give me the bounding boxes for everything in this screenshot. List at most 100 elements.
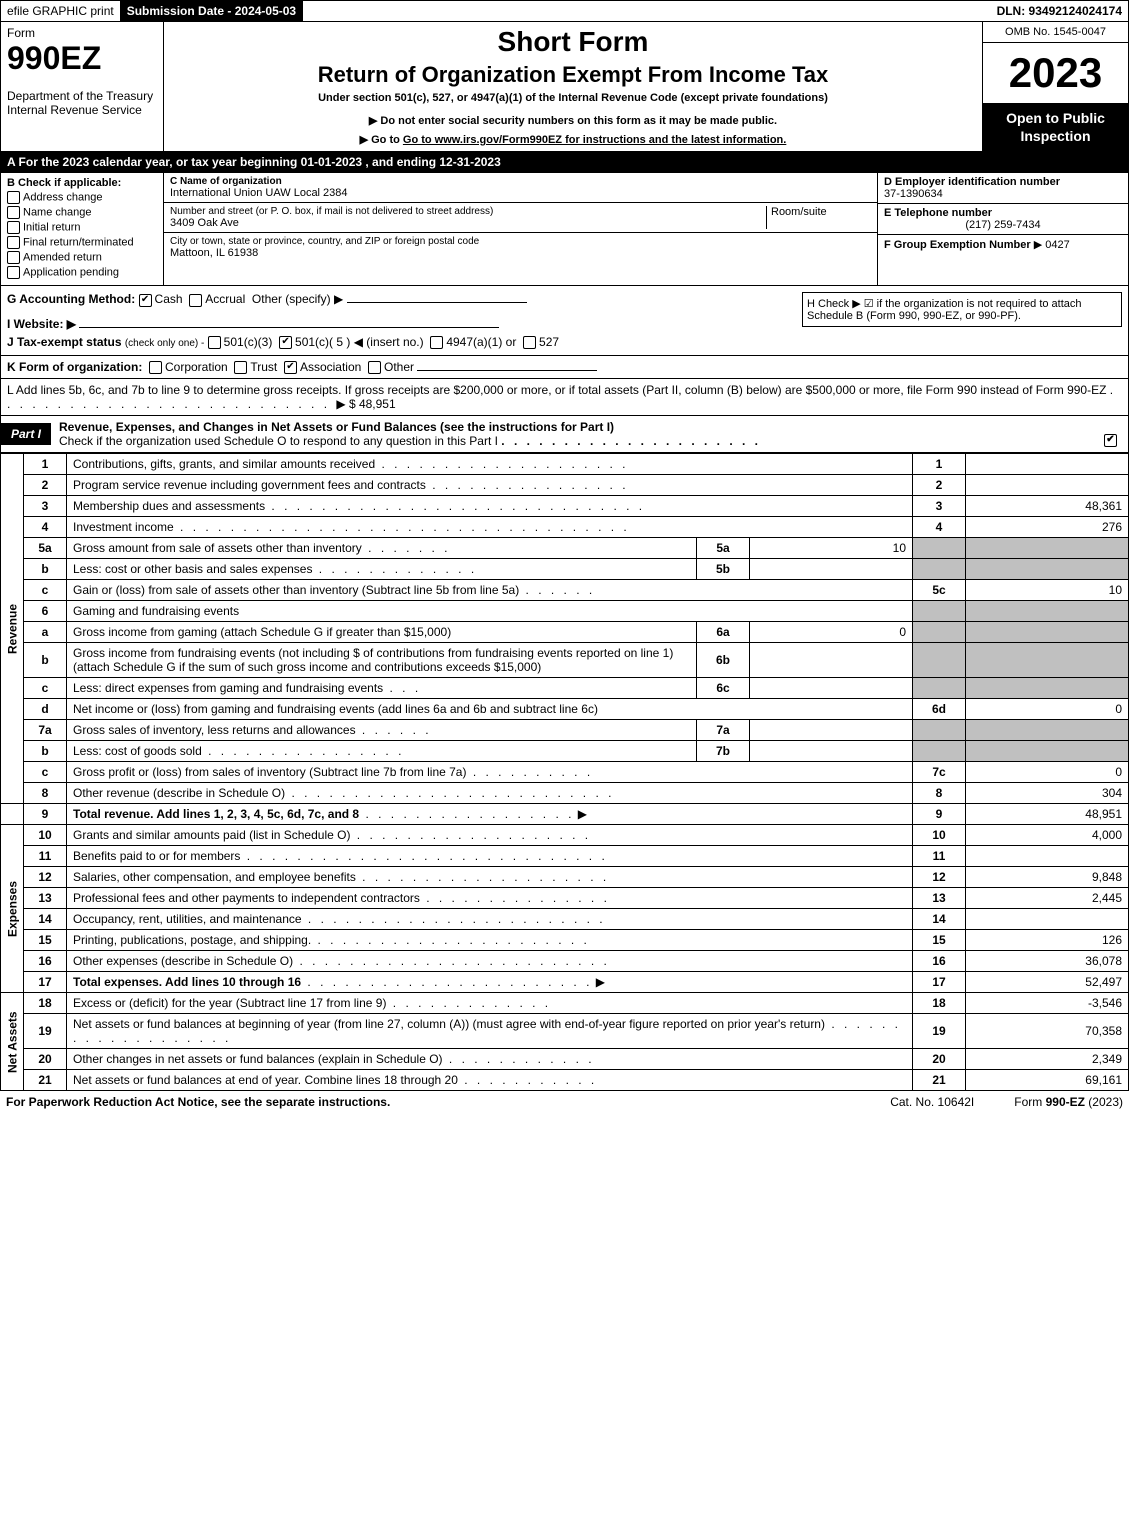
checkbox-icon[interactable] <box>208 336 221 349</box>
submission-date: Submission Date - 2024-05-03 <box>121 1 303 21</box>
gray-cell <box>966 559 1129 580</box>
j-4947: 4947(a)(1) or <box>446 335 516 349</box>
table-row: 11 Benefits paid to or for members . . .… <box>1 846 1129 867</box>
part1-title: Revenue, Expenses, and Changes in Net As… <box>51 416 1128 452</box>
checkbox-icon[interactable] <box>523 336 536 349</box>
line-num: 11 <box>24 846 67 867</box>
line-num: 14 <box>24 909 67 930</box>
k-other-input[interactable] <box>417 370 597 371</box>
amount-box-num: 11 <box>913 846 966 867</box>
inner-box-num: 5a <box>697 538 750 559</box>
j-501c3: 501(c)(3) <box>224 335 273 349</box>
footer-cat-no: Cat. No. 10642I <box>890 1095 974 1109</box>
amount-box-num: 7c <box>913 762 966 783</box>
table-row: a Gross income from gaming (attach Sched… <box>1 622 1129 643</box>
city-label: City or town, state or province, country… <box>170 236 871 247</box>
header-left: Form 990EZ Department of the Treasury In… <box>1 22 164 151</box>
table-row: 20 Other changes in net assets or fund b… <box>1 1049 1129 1070</box>
amount-box-num: 8 <box>913 783 966 804</box>
gray-cell <box>913 678 966 699</box>
i-label: I Website: ▶ <box>7 317 76 331</box>
checkbox-icon <box>7 206 20 219</box>
checkbox-icon <box>7 251 20 264</box>
line-desc: Other changes in net assets or fund bala… <box>67 1049 913 1070</box>
gray-cell <box>913 559 966 580</box>
gray-cell <box>913 601 966 622</box>
check-address-change[interactable]: Address change <box>7 191 157 204</box>
amount-box-num: 12 <box>913 867 966 888</box>
part1-table: Revenue 1 Contributions, gifts, grants, … <box>0 453 1129 1091</box>
irs-link[interactable]: Go to www.irs.gov/Form990EZ for instruct… <box>403 134 786 146</box>
checkbox-icon[interactable] <box>139 294 152 307</box>
warning-goto: Go to Go to www.irs.gov/Form990EZ for in… <box>170 133 976 146</box>
table-row: 19 Net assets or fund balances at beginn… <box>1 1014 1129 1049</box>
line-desc: Gain or (loss) from sale of assets other… <box>67 580 913 601</box>
amount-value: 48,951 <box>966 804 1129 825</box>
amount-box-num: 4 <box>913 517 966 538</box>
footer: For Paperwork Reduction Act Notice, see … <box>0 1091 1129 1113</box>
gray-cell <box>966 643 1129 678</box>
gray-cell <box>966 720 1129 741</box>
amount-box-num: 13 <box>913 888 966 909</box>
table-row: 13 Professional fees and other payments … <box>1 888 1129 909</box>
amount-box-num: 20 <box>913 1049 966 1070</box>
e-label: E Telephone number <box>884 207 1122 219</box>
k-label: K Form of organization: <box>7 360 142 374</box>
table-row: 2 Program service revenue including gove… <box>1 475 1129 496</box>
subtitle: Under section 501(c), 527, or 4947(a)(1)… <box>170 92 976 104</box>
checkbox-icon[interactable] <box>189 294 202 307</box>
amount-box-num: 10 <box>913 825 966 846</box>
table-row: Revenue 1 Contributions, gifts, grants, … <box>1 454 1129 475</box>
line-num: 3 <box>24 496 67 517</box>
j-527: 527 <box>539 335 559 349</box>
footer-left: For Paperwork Reduction Act Notice, see … <box>6 1095 850 1109</box>
footer-form-ref: Form 990-EZ (2023) <box>1014 1095 1123 1109</box>
line-desc: Professional fees and other payments to … <box>67 888 913 909</box>
c-name-row: C Name of organization International Uni… <box>164 173 877 203</box>
gray-cell <box>966 538 1129 559</box>
irs-label: Internal Revenue Service <box>7 103 157 117</box>
line-num: 15 <box>24 930 67 951</box>
check-final-return[interactable]: Final return/terminated <box>7 236 157 249</box>
table-row: 15 Printing, publications, postage, and … <box>1 930 1129 951</box>
check-amended-return[interactable]: Amended return <box>7 251 157 264</box>
k-corp: Corporation <box>165 360 228 374</box>
checkbox-icon[interactable] <box>368 361 381 374</box>
expenses-label: Expenses <box>1 825 24 993</box>
amount-value: 2,445 <box>966 888 1129 909</box>
line-desc: Excess or (deficit) for the year (Subtra… <box>67 993 913 1014</box>
g-other-input[interactable] <box>347 302 527 303</box>
line-num: b <box>24 559 67 580</box>
table-row: 3 Membership dues and assessments . . . … <box>1 496 1129 517</box>
phone-value: (217) 259-7434 <box>884 219 1122 231</box>
gray-cell <box>966 741 1129 762</box>
line-desc: Total expenses. Add lines 10 through 16 … <box>67 972 913 993</box>
row-a-tax-year: A For the 2023 calendar year, or tax yea… <box>0 152 1129 173</box>
line-num: 6 <box>24 601 67 622</box>
checkbox-icon <box>7 236 20 249</box>
part1-label: Part I <box>1 423 51 445</box>
check-initial-return[interactable]: Initial return <box>7 221 157 234</box>
table-row: 7a Gross sales of inventory, less return… <box>1 720 1129 741</box>
table-row: b Gross income from fundraising events (… <box>1 643 1129 678</box>
amount-box-num: 19 <box>913 1014 966 1049</box>
line-num: 1 <box>24 454 67 475</box>
line-desc: Gross amount from sale of assets other t… <box>67 538 697 559</box>
amount-box-num: 6d <box>913 699 966 720</box>
checkbox-icon[interactable] <box>1104 434 1117 447</box>
checkbox-icon[interactable] <box>430 336 443 349</box>
form-label: Form <box>7 26 157 40</box>
checkbox-icon[interactable] <box>234 361 247 374</box>
checkbox-icon[interactable] <box>284 361 297 374</box>
inner-amount <box>750 559 913 580</box>
line-desc: Contributions, gifts, grants, and simila… <box>67 454 913 475</box>
website-input[interactable] <box>79 327 499 328</box>
check-application-pending[interactable]: Application pending <box>7 266 157 279</box>
header-center: Short Form Return of Organization Exempt… <box>164 22 982 151</box>
line-desc: Net assets or fund balances at beginning… <box>67 1014 913 1049</box>
table-row: c Less: direct expenses from gaming and … <box>1 678 1129 699</box>
check-name-change[interactable]: Name change <box>7 206 157 219</box>
checkbox-icon[interactable] <box>279 336 292 349</box>
checkbox-icon[interactable] <box>149 361 162 374</box>
inner-box-num: 7b <box>697 741 750 762</box>
